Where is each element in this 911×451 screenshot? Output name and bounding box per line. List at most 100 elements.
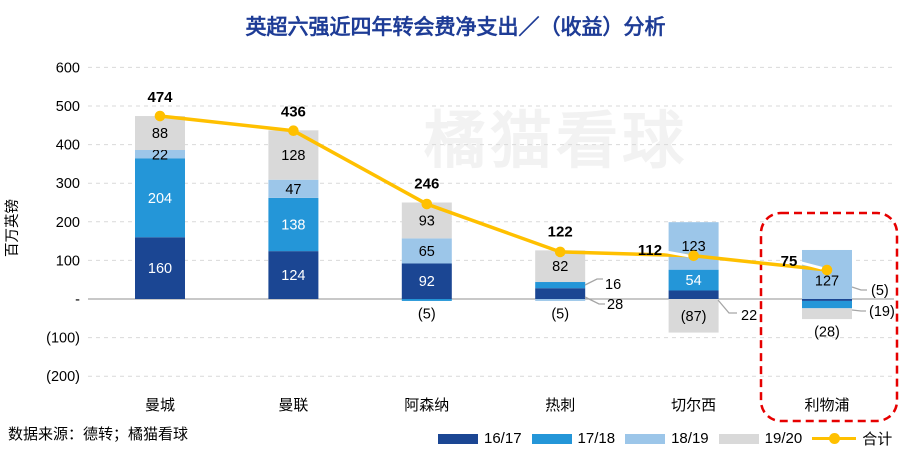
- label-leader-white: [659, 249, 691, 258]
- total-label: 436: [281, 103, 306, 120]
- y-tick-label: 200: [56, 215, 80, 231]
- chart-legend: 16/17 17/18 18/19 19/20 合计: [438, 428, 892, 449]
- y-tick-label: -: [75, 292, 80, 308]
- highlight-box-利物浦: [759, 211, 899, 423]
- x-axis-label-曼城: 曼城: [145, 397, 175, 414]
- watermark: 橘猫看球: [424, 107, 689, 176]
- segment-label: (87): [681, 309, 707, 325]
- y-tick-label: 600: [56, 60, 80, 76]
- label-leader: [717, 299, 737, 314]
- bar-17/18-曼联: [268, 197, 319, 252]
- legend-label: 19/20: [764, 430, 803, 447]
- legend-item-16/17: 16/17: [438, 430, 522, 447]
- y-tick-label: (200): [46, 369, 80, 385]
- label-leader-white: [796, 260, 823, 270]
- segment-label: 65: [419, 244, 435, 260]
- legend-swatch-icon: [531, 433, 572, 444]
- bar-17/18-阿森纳: [401, 299, 452, 301]
- bar-17/18-切尔西: [668, 269, 719, 291]
- total-marker: [554, 246, 566, 258]
- x-axis-label-热刺: 热刺: [545, 397, 575, 414]
- segment-label-callout: (5): [871, 283, 889, 299]
- segment-label-callout: 28: [607, 297, 623, 313]
- legend-swatch-icon: [438, 433, 478, 444]
- segment-label: 92: [419, 274, 435, 290]
- segment-label: 124: [281, 268, 305, 284]
- segment-label-callout: 16: [605, 277, 621, 293]
- label-leader: [851, 309, 866, 312]
- y-tick-label: 100: [56, 253, 80, 269]
- segment-label-below: (5): [418, 306, 436, 322]
- bar-16/17-阿森纳: [401, 263, 452, 299]
- legend-item-19/20: 19/20: [718, 430, 803, 447]
- x-axis-label-曼联: 曼联: [278, 397, 308, 414]
- bar-16/17-曼联: [268, 251, 319, 299]
- total-label: 112: [638, 242, 662, 259]
- segment-label: 54: [686, 273, 702, 289]
- segment-label: 82: [552, 259, 568, 275]
- bar-16/17-利物浦: [802, 299, 852, 301]
- legend-label: 16/17: [484, 430, 522, 447]
- y-tick-label: 500: [56, 99, 80, 115]
- segment-label-callout: (19): [869, 304, 895, 320]
- total-marker: [821, 264, 833, 276]
- y-tick-label: 400: [56, 138, 80, 154]
- legend-label: 18/19: [671, 430, 709, 447]
- bar-16/17-热刺: [535, 288, 586, 299]
- segment-label: 22: [152, 147, 168, 163]
- bar-18/19-切尔西: [668, 222, 719, 270]
- legend-label: 合计: [862, 431, 893, 448]
- bar-17/18-利物浦: [802, 300, 852, 309]
- y-axis-title: 百万英镑: [3, 199, 21, 257]
- legend-item-17/18: 17/18: [531, 430, 616, 447]
- source-note: 数据来源：德转；橘猫看球: [8, 426, 189, 443]
- y-tick-label: (100): [46, 331, 80, 347]
- segment-label: 47: [285, 182, 301, 198]
- total-marker: [288, 125, 299, 137]
- segment-label: 138: [281, 218, 305, 234]
- bar-16/17-切尔西: [668, 290, 719, 299]
- total-label: 75: [781, 253, 798, 270]
- legend-swatch-icon: [625, 433, 666, 444]
- segment-label: 204: [148, 191, 172, 207]
- segment-label: 127: [815, 273, 839, 289]
- bar-18/19-曼城: [135, 150, 185, 159]
- bar-16/17-曼城: [135, 237, 185, 299]
- segment-label-below: (28): [814, 325, 840, 341]
- legend-item-合计: 合计: [812, 428, 892, 449]
- label-leader: [584, 296, 605, 305]
- x-axis-label-切尔西: 切尔西: [671, 397, 716, 414]
- segment-label: 160: [148, 261, 172, 277]
- total-marker: [688, 250, 699, 262]
- label-leader: [584, 278, 603, 286]
- segment-label: 88: [152, 126, 168, 142]
- legend-label: 17/18: [577, 430, 616, 447]
- segment-label-callout: 22: [741, 308, 757, 324]
- bar-17/18-热刺: [535, 282, 586, 289]
- total-label: 246: [414, 176, 439, 193]
- total-marker: [421, 198, 433, 210]
- legend-line-marker-icon: [829, 433, 841, 444]
- x-axis-label-利物浦: 利物浦: [804, 397, 849, 414]
- bar-19/20-曼城: [135, 116, 185, 151]
- total-label: 122: [548, 223, 573, 240]
- segment-label-below: (5): [551, 306, 569, 322]
- y-tick-label: 300: [56, 176, 80, 192]
- bar-19/20-利物浦: [802, 308, 852, 320]
- bar-18/19-阿森纳: [401, 238, 452, 264]
- total-label: 474: [147, 89, 173, 106]
- total-marker: [154, 110, 166, 122]
- x-axis-label-阿森纳: 阿森纳: [404, 397, 449, 414]
- legend-line-icon: [812, 433, 857, 444]
- bar-17/18-曼城: [135, 158, 185, 238]
- segment-label: 123: [681, 239, 705, 255]
- legend-item-18/19: 18/19: [625, 430, 709, 447]
- segment-label: 93: [419, 213, 435, 229]
- page-title: 英超六强近四年转会费净支出／（收益）分析: [245, 16, 666, 39]
- segment-label: 128: [281, 148, 305, 164]
- bar-18/19-热刺: [535, 299, 586, 301]
- total-line: [158, 114, 829, 272]
- bar-19/20-切尔西: [668, 299, 719, 333]
- label-leader: [851, 286, 867, 291]
